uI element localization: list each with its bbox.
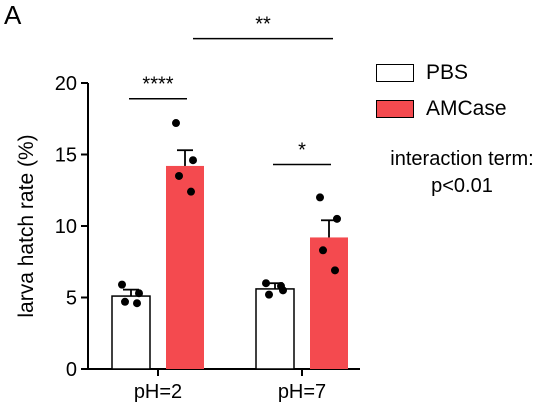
interaction-note-line2: p<0.01 [431, 175, 493, 197]
data-point-amcase [189, 156, 197, 165]
legend-label-amcase: AMCase [426, 97, 507, 120]
data-point-pbs [118, 280, 126, 289]
y-tick-label: 20 [55, 73, 77, 95]
bar-pbs [255, 288, 295, 370]
interaction-note-line1: interaction term: [390, 148, 534, 170]
significance-amcase-label: ** [255, 14, 271, 36]
data-point-amcase [187, 187, 195, 196]
panel-label: A [4, 0, 22, 30]
interaction-note: interaction term: p<0.01 [372, 146, 550, 200]
legend: PBS AMCase [376, 58, 507, 130]
significance-ph2-label: **** [142, 74, 173, 96]
legend-item-amcase: AMCase [376, 94, 507, 124]
data-point-amcase [175, 171, 183, 180]
data-point-amcase [319, 246, 327, 255]
y-tick-label: 0 [66, 359, 77, 381]
y-axis-label: larva hatch rate (%) [15, 134, 38, 317]
legend-label-pbs: PBS [426, 61, 469, 84]
data-point-pbs [121, 297, 129, 306]
data-point-pbs [277, 282, 285, 291]
y-tick-label: 5 [66, 288, 77, 310]
y-tick-label: 15 [55, 145, 77, 167]
y-tick-label: 10 [55, 216, 77, 238]
bar-amcase [310, 237, 348, 369]
x-tick-label-ph7: pH=7 [278, 381, 326, 403]
data-point-amcase [333, 214, 341, 223]
legend-item-pbs: PBS [376, 58, 507, 88]
data-point-amcase [331, 266, 339, 275]
data-point-pbs [135, 289, 143, 298]
legend-swatch-amcase [376, 100, 414, 118]
data-point-amcase [172, 119, 180, 128]
significance-ph7-label: * [298, 140, 306, 162]
legend-swatch-pbs [376, 64, 414, 82]
data-point-pbs [262, 279, 270, 288]
data-point-pbs [133, 299, 141, 308]
bar-pbs [111, 295, 151, 370]
data-point-pbs [265, 290, 273, 299]
data-point-amcase [316, 193, 324, 202]
bar-amcase [166, 165, 204, 369]
x-tick-label-ph2: pH=2 [134, 381, 182, 403]
